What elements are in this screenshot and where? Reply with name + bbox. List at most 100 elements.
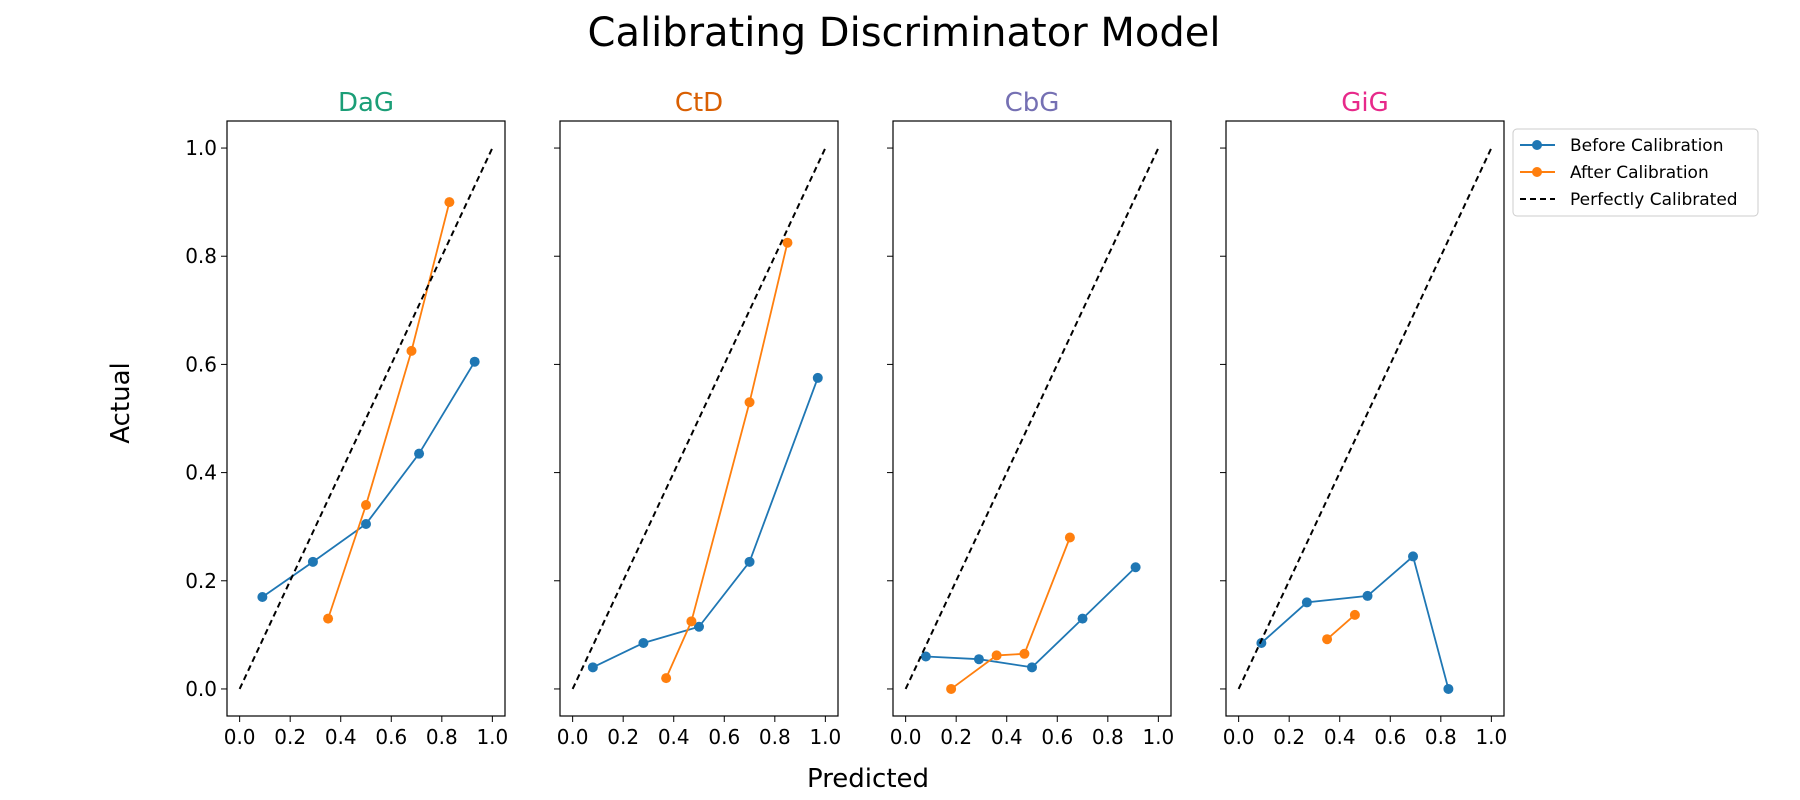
y-tick-label: 0.4 bbox=[185, 461, 217, 485]
figure-title: Calibrating Discriminator Model bbox=[588, 10, 1221, 56]
data-point-after-calibration bbox=[946, 683, 957, 694]
data-point-before-calibration bbox=[1130, 562, 1141, 573]
panel-ctd: CtD 0.0 0.2 0.4 0.6 0.8 1.0 bbox=[554, 88, 841, 749]
axes-frame bbox=[559, 120, 839, 717]
panel-cbg: CbG 0.0 0.2 0.4 0.6 0.8 1.0 bbox=[887, 88, 1174, 749]
legend-entry-perfect: Perfectly Calibrated bbox=[1520, 190, 1738, 210]
x-tick-label: 0.0 bbox=[557, 725, 589, 749]
legend-frame bbox=[1512, 128, 1759, 217]
data-point-before-calibration bbox=[1256, 637, 1267, 648]
data-point-before-calibration bbox=[1027, 662, 1037, 673]
series-line-perfectly-calibrated bbox=[904, 147, 1160, 690]
data-point-after-calibration bbox=[444, 197, 455, 208]
x-tick-label: 0.2 bbox=[607, 725, 639, 749]
axes-frame bbox=[1225, 120, 1505, 717]
x-tick-label: 0.6 bbox=[375, 725, 407, 749]
x-tick-label: 1.0 bbox=[1475, 725, 1507, 749]
legend-before-swatch-marker bbox=[1532, 140, 1542, 150]
panel-dag: DaG 0.0 0.2 0.4 0.6 0.8 1.0 0.0 0.2 0.4 0.6 0.8 1.0 bbox=[185, 88, 508, 749]
x-tick-label: 0.6 bbox=[1374, 725, 1406, 749]
x-tick-label: 0.2 bbox=[274, 725, 306, 749]
x-tick-label: 0.2 bbox=[940, 725, 972, 749]
data-point-after-calibration bbox=[661, 673, 672, 684]
series-line-perfectly-calibrated bbox=[1237, 147, 1493, 690]
data-point-before-calibration bbox=[1408, 551, 1419, 562]
data-point-before-calibration bbox=[307, 556, 318, 567]
data-point-before-calibration bbox=[1077, 613, 1088, 624]
data-point-after-calibration bbox=[361, 500, 371, 511]
data-point-after-calibration bbox=[782, 237, 793, 248]
panel-title: CtD bbox=[675, 88, 723, 118]
y-tick-label: 0.0 bbox=[185, 677, 217, 701]
x-tick-label: 1.0 bbox=[809, 725, 841, 749]
y-axis-label: Actual bbox=[106, 362, 136, 443]
series-line-after-calibration bbox=[1326, 614, 1356, 640]
data-point-after-calibration bbox=[1019, 648, 1030, 659]
x-tick-label: 0.0 bbox=[1223, 725, 1255, 749]
data-point-before-calibration bbox=[973, 654, 984, 665]
legend-entry-before: Before Calibration bbox=[1520, 136, 1723, 156]
data-point-after-calibration bbox=[686, 616, 697, 627]
panel-title: CbG bbox=[1005, 88, 1060, 118]
x-tick-label: 0.4 bbox=[1324, 725, 1356, 749]
data-point-before-calibration bbox=[257, 592, 268, 602]
legend-after-swatch-marker bbox=[1532, 167, 1542, 177]
data-point-after-calibration bbox=[323, 613, 334, 624]
x-tick-label: 0.2 bbox=[1273, 725, 1305, 749]
data-point-before-calibration bbox=[920, 651, 931, 662]
x-tick-label: 0.4 bbox=[325, 725, 357, 749]
data-point-before-calibration bbox=[694, 621, 704, 632]
data-point-after-calibration bbox=[1349, 609, 1360, 620]
series-line-before-calibration bbox=[592, 377, 819, 669]
axes-frame bbox=[892, 120, 1172, 717]
legend: Before Calibration After Calibration Per… bbox=[1512, 128, 1759, 217]
series-line-perfectly-calibrated bbox=[238, 147, 494, 690]
x-tick-label: 0.8 bbox=[1425, 725, 1457, 749]
legend-after-label: After Calibration bbox=[1570, 163, 1709, 183]
x-tick-label: 0.8 bbox=[426, 725, 458, 749]
data-point-after-calibration bbox=[1064, 532, 1075, 543]
axes-frame bbox=[226, 120, 506, 717]
series-line-perfectly-calibrated bbox=[571, 147, 827, 690]
x-tick-label: 0.4 bbox=[658, 725, 690, 749]
x-tick-label: 0.8 bbox=[759, 725, 791, 749]
panel-title: GiG bbox=[1341, 88, 1389, 118]
data-point-before-calibration bbox=[587, 662, 598, 673]
data-point-after-calibration bbox=[991, 650, 1002, 661]
series-line-after-calibration bbox=[327, 201, 451, 619]
y-tick-label: 0.2 bbox=[185, 569, 217, 593]
y-tick-label: 0.6 bbox=[185, 352, 217, 376]
series-line-before-calibration bbox=[1260, 554, 1450, 690]
data-point-before-calibration bbox=[638, 637, 649, 648]
data-point-before-calibration bbox=[744, 556, 755, 567]
data-point-after-calibration bbox=[1322, 634, 1333, 645]
data-point-after-calibration bbox=[406, 345, 417, 356]
series-line-after-calibration bbox=[665, 242, 789, 679]
x-tick-label: 1.0 bbox=[476, 725, 508, 749]
x-tick-label: 1.0 bbox=[1142, 725, 1174, 749]
x-tick-label: 0.0 bbox=[890, 725, 922, 749]
x-tick-label: 0.6 bbox=[708, 725, 740, 749]
x-tick-label: 0.6 bbox=[1041, 725, 1073, 749]
data-point-before-calibration bbox=[1443, 683, 1454, 694]
x-tick-label: 0.0 bbox=[224, 725, 256, 749]
data-point-before-calibration bbox=[1362, 590, 1373, 601]
series-line-before-calibration bbox=[261, 361, 476, 598]
data-point-before-calibration bbox=[812, 372, 823, 383]
series-line-after-calibration bbox=[950, 537, 1071, 690]
legend-entry-after: After Calibration bbox=[1520, 163, 1709, 183]
x-tick-label: 0.8 bbox=[1092, 725, 1124, 749]
legend-perfect-label: Perfectly Calibrated bbox=[1570, 190, 1738, 210]
data-point-before-calibration bbox=[414, 448, 425, 459]
y-tick-label: 1.0 bbox=[185, 136, 217, 160]
data-point-after-calibration bbox=[744, 397, 755, 408]
y-tick-label: 0.8 bbox=[185, 244, 217, 268]
data-point-before-calibration bbox=[1301, 597, 1312, 608]
series-line-before-calibration bbox=[925, 566, 1137, 669]
legend-before-label: Before Calibration bbox=[1570, 136, 1723, 156]
x-tick-label: 0.4 bbox=[991, 725, 1023, 749]
panel-gig: GiG 0.0 0.2 0.4 0.6 0.8 1.0 bbox=[1220, 88, 1507, 749]
x-axis-label: Predicted bbox=[807, 764, 929, 794]
